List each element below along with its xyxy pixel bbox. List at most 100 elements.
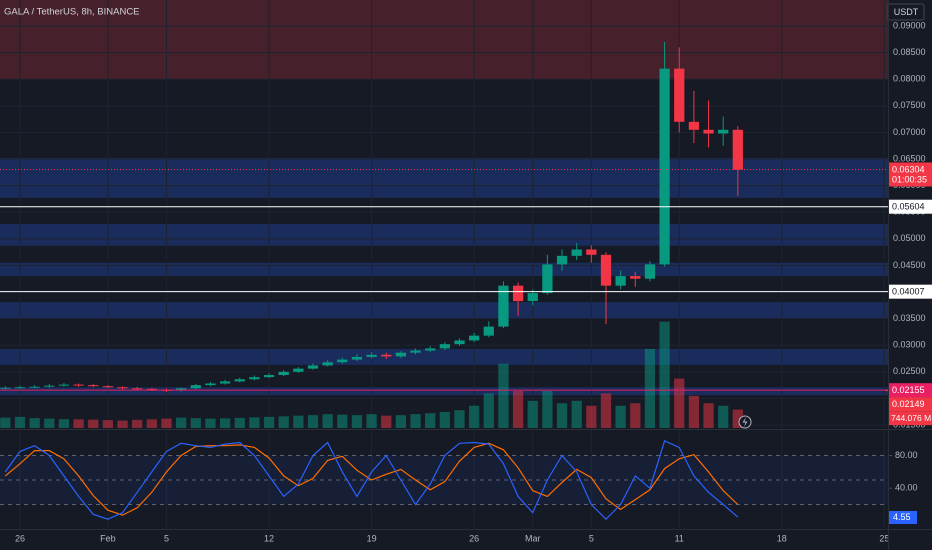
volume-bar: [425, 413, 436, 428]
candle-body: [556, 255, 568, 265]
zone: [0, 387, 888, 396]
candle-body: [395, 352, 407, 357]
x-tick-label: 18: [777, 533, 787, 543]
y-tick-label: 0.08000: [893, 74, 926, 84]
volume-bar: [132, 419, 143, 428]
replay-icon[interactable]: [738, 415, 752, 429]
candle-body: [644, 264, 656, 279]
candle-body: [674, 68, 685, 122]
candle-body: [615, 276, 626, 286]
volume-bar: [14, 416, 26, 428]
marker-label: 0.02149: [892, 399, 925, 409]
price-line-label: 0.05604: [892, 202, 925, 212]
volume-bar: [29, 418, 40, 428]
x-tick-label: 26: [469, 533, 479, 543]
x-tick-label: 25: [879, 533, 889, 543]
candle-body: [322, 362, 333, 366]
volume-badge: 744.076 M: [891, 413, 931, 423]
candle-body: [249, 377, 260, 380]
y-tick-label: 0.03500: [893, 313, 926, 323]
candle-body: [0, 387, 11, 389]
y-tick-label: 0.05000: [893, 233, 926, 243]
stoch-d-line: [4, 442, 739, 516]
current-price-bg: [889, 162, 932, 187]
candle-body: [293, 368, 304, 372]
price-line-label-bg: [889, 199, 932, 214]
candle-body: [703, 129, 714, 134]
volume-bar: [586, 405, 597, 428]
candle-body: [512, 285, 524, 302]
volume-bar: [454, 410, 465, 428]
stoch-tick-label: 80.00: [895, 450, 918, 460]
x-tick-label: Mar: [525, 533, 541, 543]
candle-body: [190, 385, 201, 389]
candle-body: [542, 264, 553, 294]
volume-bar: [307, 415, 319, 428]
zone: [0, 262, 888, 277]
volume-bar: [0, 417, 11, 428]
x-tick-label: 11: [675, 533, 684, 543]
price-line-label-bg: [889, 284, 932, 299]
volume-bar: [161, 418, 172, 428]
volume-bar: [615, 405, 626, 428]
candle-body: [688, 121, 700, 130]
volume-bar: [410, 414, 421, 428]
candle-body: [219, 381, 231, 384]
x-tick-label: 26: [15, 533, 25, 543]
volume-bar: [293, 415, 304, 428]
volume-bar: [219, 418, 231, 428]
chart-title: GALA / TetherUS, 8h, BINANCE: [4, 7, 140, 18]
volume-bar: [483, 393, 494, 428]
zone: [0, 348, 888, 365]
volume-bar: [556, 403, 568, 428]
volume-bar: [469, 405, 480, 428]
volume-bar: [512, 390, 524, 428]
volume-bar: [732, 409, 743, 428]
candle-body: [205, 383, 216, 386]
stoch-tick-label: 40.00: [895, 483, 918, 493]
y-tick-label: 0.04500: [893, 260, 926, 270]
volume-bar: [117, 420, 128, 428]
x-tick-label: 19: [367, 533, 377, 543]
x-tick-label: Feb: [100, 533, 116, 543]
y-tick-label: 0.07000: [893, 127, 926, 137]
candle-body: [117, 387, 128, 389]
zone: [0, 223, 888, 246]
x-tick-label: 12: [264, 533, 274, 543]
volume-bar: [571, 400, 582, 428]
candle-body: [14, 387, 26, 389]
price-line-label-bg: [889, 383, 932, 398]
price-line-label: 0.04007: [892, 287, 925, 297]
candle-body: [718, 129, 729, 134]
currency-label[interactable]: USDT: [894, 7, 919, 17]
candle-body: [102, 386, 114, 388]
candle-body: [469, 335, 480, 341]
marker-label-bg: [889, 397, 932, 412]
candle-body: [439, 344, 450, 349]
volume-bar: [381, 415, 392, 428]
volume-bar: [176, 417, 187, 428]
volume-bar: [102, 420, 114, 428]
volume-bar: [337, 414, 348, 428]
y-tick-label: 0.09000: [893, 20, 926, 30]
volume-bar: [674, 378, 685, 428]
x-tick-label: 5: [164, 533, 169, 543]
candle-body: [234, 379, 245, 382]
candle-body: [571, 249, 582, 256]
candle-body: [425, 348, 436, 351]
volume-bar: [703, 403, 714, 428]
volume-bar: [190, 418, 201, 428]
candle-body: [483, 326, 494, 336]
volume-bar: [439, 411, 450, 428]
candle-body: [176, 388, 187, 391]
candle-body: [527, 293, 538, 302]
volume-bar: [630, 403, 641, 428]
y-tick-label: 0.02500: [893, 366, 926, 376]
candle-body: [278, 371, 289, 376]
stoch-k-badge-bg: [889, 511, 917, 524]
volume-bar: [498, 363, 509, 428]
candle-body: [600, 254, 612, 286]
zone: [0, 157, 888, 198]
